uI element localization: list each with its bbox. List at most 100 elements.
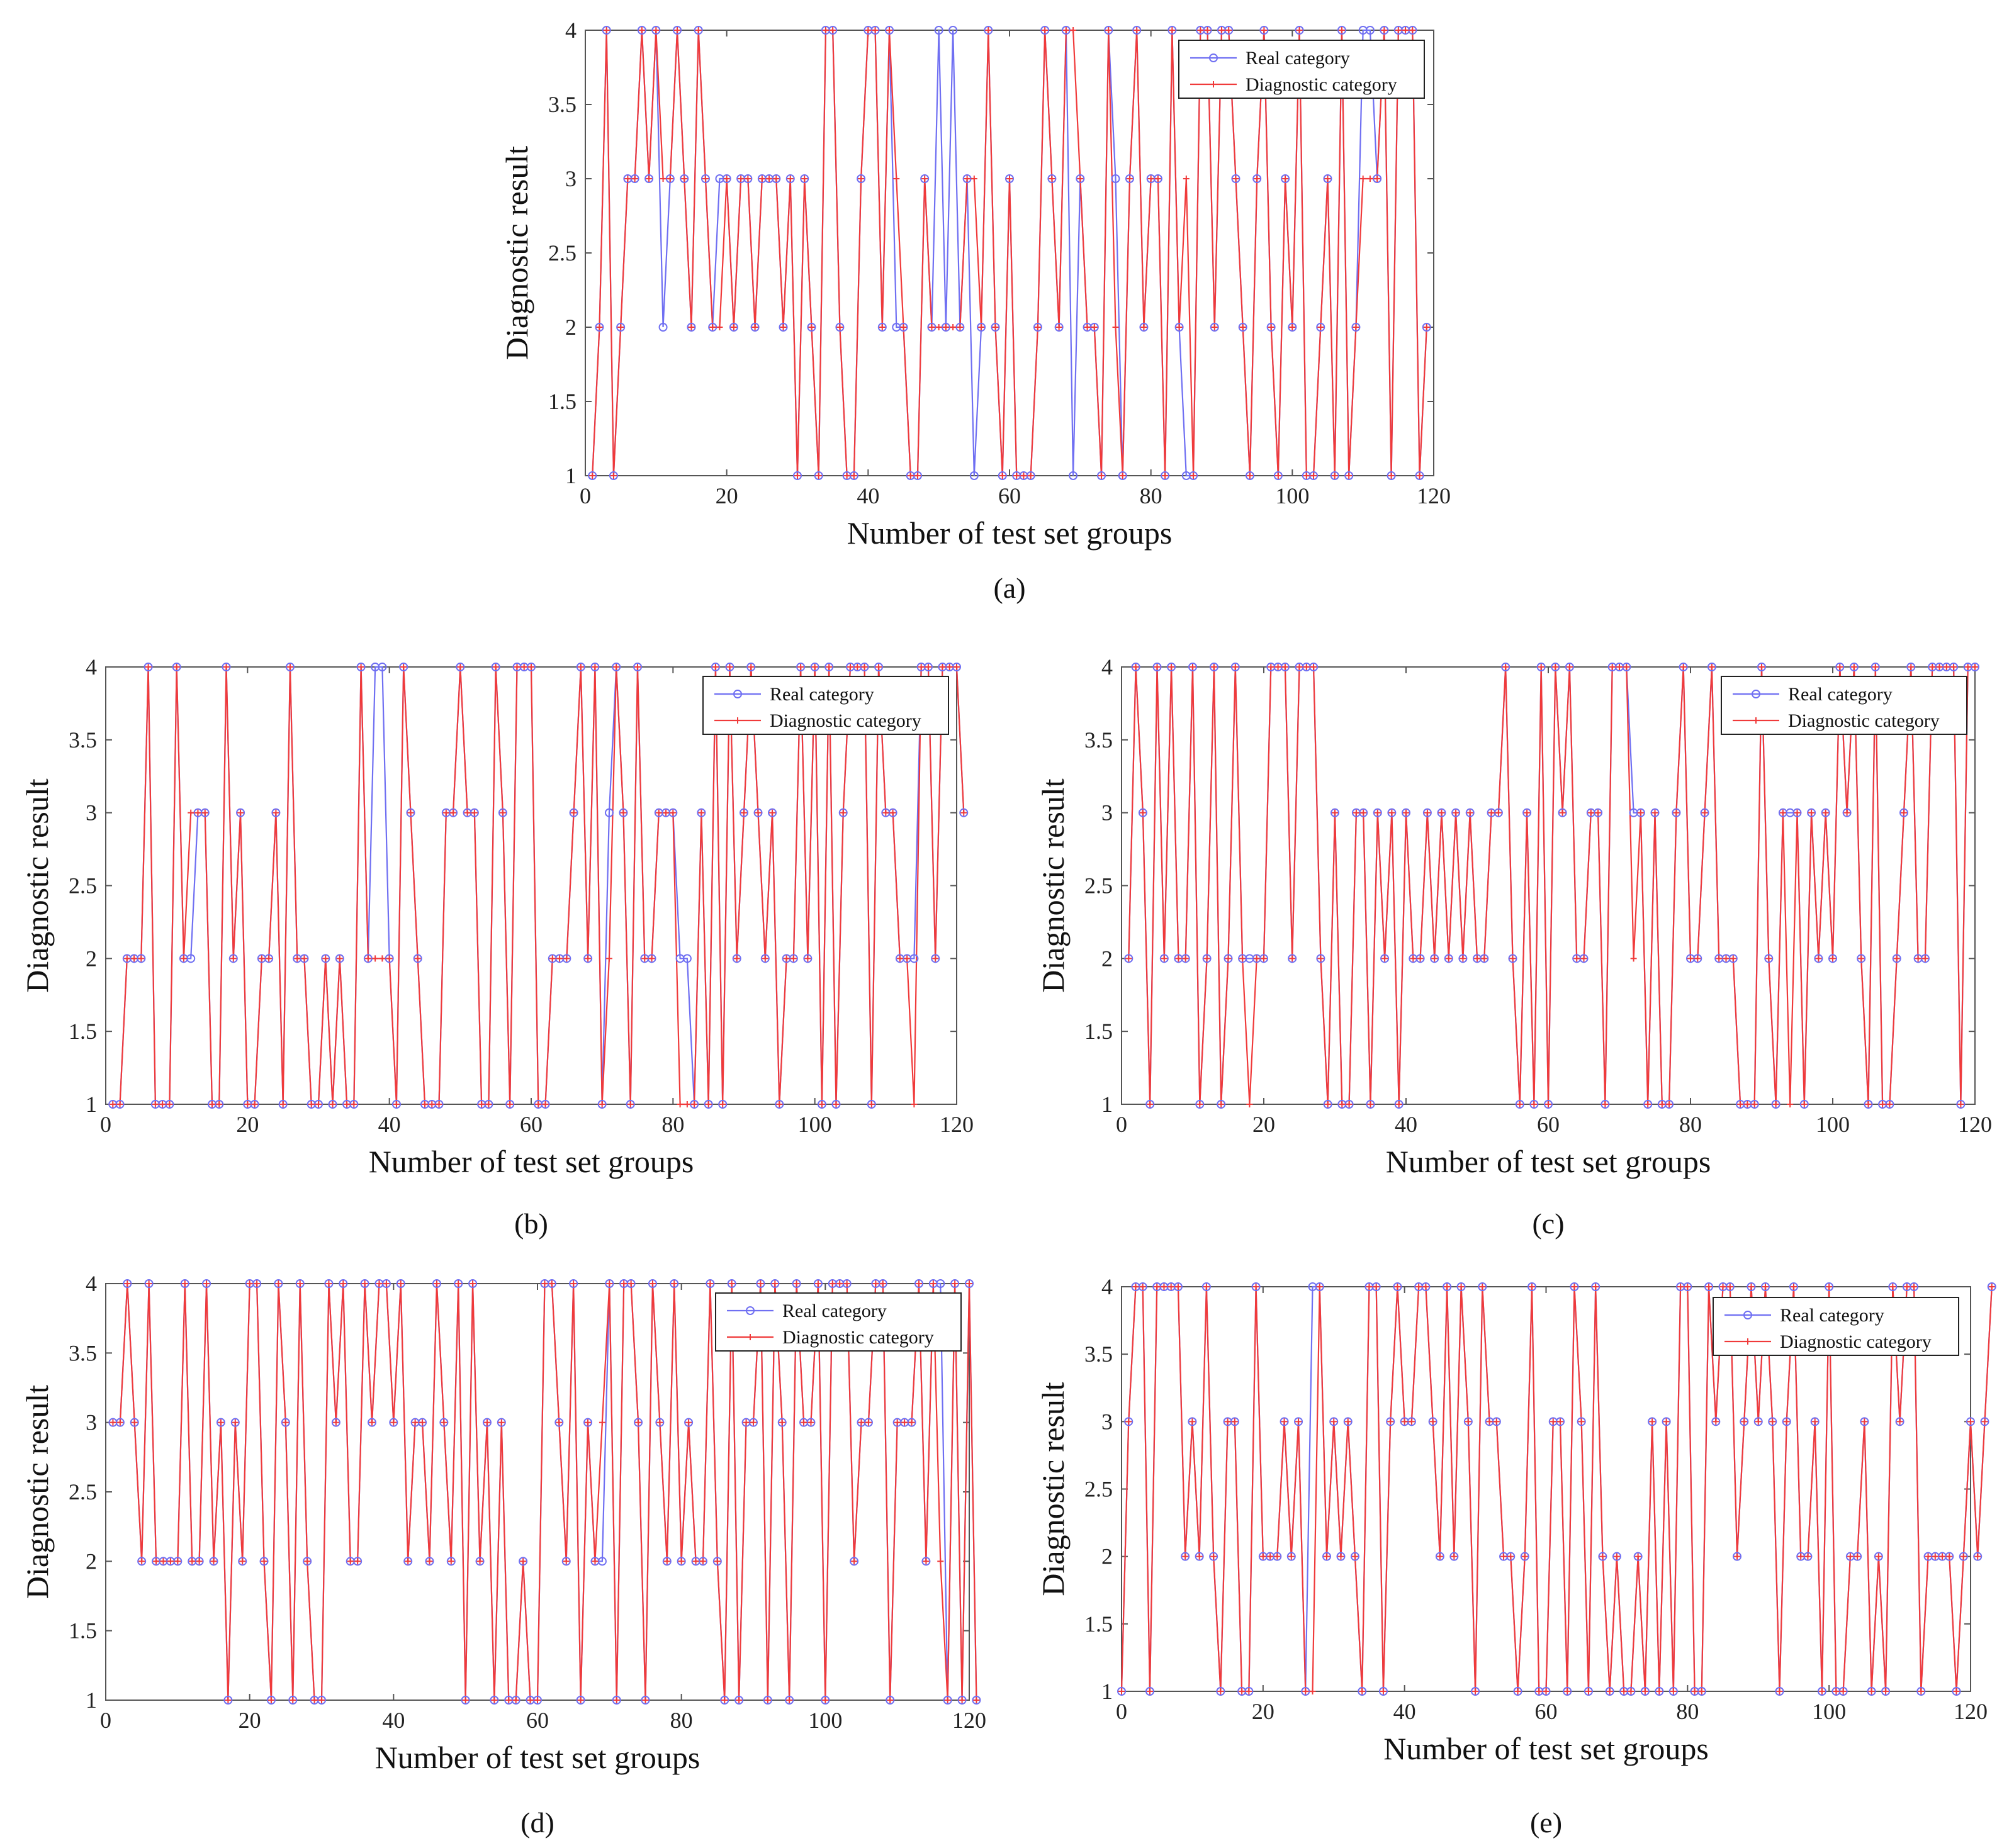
legend-marker-real-category: [733, 690, 742, 698]
data-point-real-category: [1853, 1552, 1862, 1561]
data-point-real-category: [180, 1279, 189, 1288]
data-point-real-category: [867, 1100, 876, 1109]
data-point-real-category: [1662, 1417, 1671, 1426]
y-tick-label: 3.5: [548, 92, 577, 117]
data-point-real-category: [1188, 663, 1197, 671]
data-point-real-category: [1167, 26, 1177, 35]
data-point-real-category: [215, 1100, 224, 1109]
x-axis-label: Number of test set groups: [847, 515, 1173, 551]
data-point-real-category: [259, 1557, 269, 1566]
data-point-real-category: [1238, 323, 1247, 332]
data-point-real-category: [943, 1696, 952, 1705]
data-point-real-category: [1181, 954, 1190, 963]
data-point-real-category: [779, 323, 788, 332]
legend: Real category Diagnostic category: [715, 1292, 962, 1352]
data-point-real-category: [740, 808, 748, 817]
data-point-real-category: [1322, 1552, 1332, 1561]
data-point-real-category: [1740, 1417, 1749, 1426]
data-point-real-category: [1799, 1100, 1809, 1109]
data-point-real-category: [1871, 663, 1880, 671]
data-point-real-category: [1209, 663, 1218, 671]
x-tick-label: 80: [661, 1112, 684, 1137]
data-point-real-category: [874, 663, 884, 671]
data-point-real-category: [143, 663, 153, 671]
data-point-real-category: [1693, 954, 1702, 963]
data-point-real-category: [1544, 1100, 1553, 1109]
y-axis-label: Diagnostic result: [20, 778, 55, 992]
data-point-real-category: [331, 1418, 340, 1427]
data-point-real-category: [1069, 471, 1078, 480]
data-point-real-category: [682, 954, 692, 963]
data-point-real-category: [200, 808, 210, 817]
data-point-real-category: [1522, 808, 1532, 817]
data-point-real-category: [1288, 323, 1297, 332]
data-point-real-category: [1622, 663, 1631, 671]
data-point-real-category: [909, 954, 919, 963]
data-point-real-category: [1881, 1687, 1891, 1696]
data-point-real-category: [1309, 663, 1319, 671]
y-axis-label: Diagnostic result: [499, 146, 534, 360]
data-point-real-category: [1380, 26, 1389, 35]
data-point-real-category: [870, 26, 880, 35]
data-point-real-category: [753, 808, 763, 817]
data-point-real-category: [800, 174, 809, 183]
data-point-real-category: [1849, 663, 1859, 671]
chart-panel-c: 0 20 40 60 80 100 120 1 1.5 2 2.5 3 3.5 4 Number of te…: [1035, 654, 1992, 1240]
data-point-real-category: [527, 663, 536, 671]
data-point-real-category: [1945, 1552, 1954, 1561]
data-point-real-category: [209, 1557, 218, 1566]
x-tick-label: 20: [1252, 1112, 1275, 1137]
data-point-real-category: [1387, 808, 1397, 817]
data-point-real-category: [1159, 954, 1169, 963]
data-point-real-category: [1451, 808, 1461, 817]
data-point-real-category: [1672, 808, 1681, 817]
y-tick-label: 3.5: [69, 727, 97, 753]
data-point-real-category: [385, 954, 394, 963]
data-point-real-category: [1828, 954, 1837, 963]
data-point-real-category: [1973, 1552, 1983, 1561]
data-point-real-category: [1111, 174, 1120, 183]
data-point-real-category: [1054, 323, 1064, 332]
data-point-real-category: [399, 663, 408, 671]
panel-caption: (c): [1532, 1207, 1564, 1240]
data-point-real-category: [772, 174, 781, 183]
data-point-real-category: [718, 1100, 728, 1109]
data-point-real-category: [317, 1696, 326, 1705]
legend-marker-real-category: [1752, 690, 1760, 698]
data-point-real-category: [770, 1279, 780, 1288]
data-point-real-category: [1966, 1417, 1975, 1426]
data-point-real-category: [668, 808, 678, 817]
data-point-real-category: [498, 808, 507, 817]
data-point-real-category: [700, 174, 710, 183]
data-point-real-category: [1337, 26, 1346, 35]
data-point-real-category: [1373, 808, 1382, 817]
data-point-real-category: [1422, 323, 1431, 332]
data-point-real-category: [576, 663, 585, 671]
legend-marker-real-category: [1209, 53, 1218, 62]
data-point-real-category: [1920, 954, 1930, 963]
x-tick-label: 40: [1393, 1699, 1416, 1724]
data-point-real-category: [1422, 808, 1432, 817]
data-point-real-category: [1764, 954, 1774, 963]
y-tick-label: 2.5: [1084, 873, 1113, 899]
data-point-real-category: [321, 954, 330, 963]
data-point-real-category: [1478, 1282, 1487, 1291]
data-point-real-category: [941, 323, 950, 332]
data-point-real-category: [655, 1418, 665, 1427]
plot-area-frame: [1121, 666, 1976, 1105]
data-point-real-category: [1810, 1417, 1820, 1426]
x-axis-label: Number of test set groups: [375, 1740, 700, 1775]
y-tick-label: 1.5: [1084, 1611, 1113, 1637]
data-point-real-category: [1366, 1100, 1375, 1109]
data-point-real-category: [1591, 1282, 1601, 1291]
data-point-real-category: [605, 1279, 614, 1288]
data-point-real-category: [708, 323, 717, 332]
data-point-real-category: [223, 1696, 233, 1705]
x-tick-label: 120: [940, 1112, 974, 1137]
data-point-real-category: [1555, 1417, 1565, 1426]
data-point-real-category: [1145, 1687, 1154, 1696]
data-point-real-category: [115, 1100, 125, 1109]
data-point-real-category: [335, 954, 344, 963]
data-point-real-category: [1266, 323, 1276, 332]
x-tick-label: 60: [1537, 1112, 1560, 1137]
